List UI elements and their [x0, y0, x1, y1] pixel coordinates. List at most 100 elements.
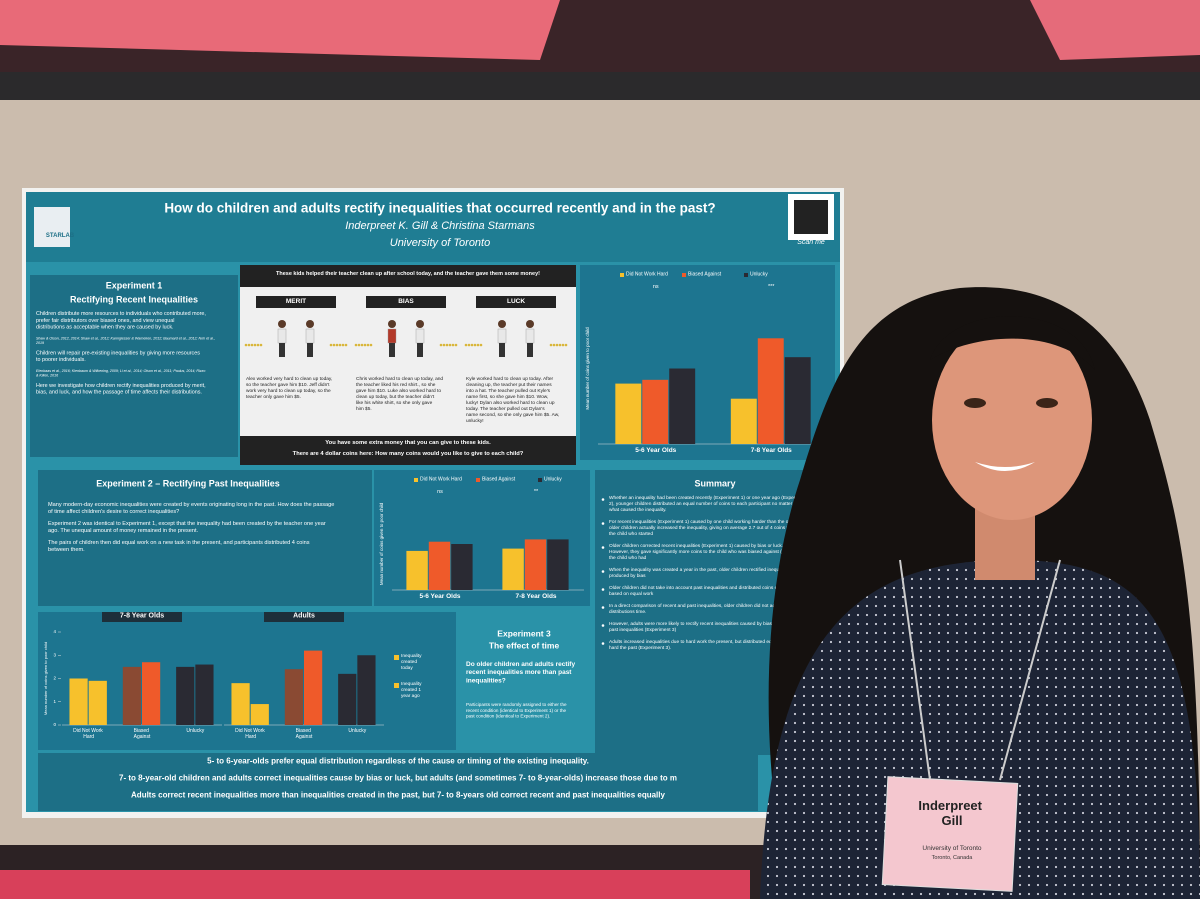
- summary-bullet: Whether an inequality had been created r…: [609, 495, 808, 513]
- heading: Experiment 1: [106, 280, 163, 290]
- summary-bullet: Older children corrected recent inequali…: [609, 543, 802, 561]
- qr-pattern: [794, 200, 828, 234]
- condition-story: Kyle worked hard to clean up today. Afte…: [466, 376, 561, 424]
- summary-bullet: In a direct comparison of recent and pas…: [609, 603, 795, 615]
- panel-title: 7-8 Year Olds: [120, 613, 164, 620]
- panel-title-bg: [264, 612, 344, 622]
- kid-legs: [279, 343, 285, 357]
- legend-label: Biased Against: [688, 272, 722, 278]
- summary-bullet: For recent inequalities (Experiment 1) c…: [609, 519, 799, 537]
- paragraph: The pairs of children then did equal wor…: [48, 540, 311, 553]
- conclusion: 5- to 6-year-olds prefer equal distribut…: [207, 757, 589, 766]
- panel-exp1: [30, 275, 238, 457]
- condition-story: Alex worked very hard to clean up today,…: [246, 376, 334, 400]
- legend-label: Biased Against: [482, 477, 516, 483]
- kid-legs: [417, 343, 423, 357]
- coin: [558, 343, 562, 347]
- legend-label: Inequality created 1 year ago: [401, 681, 423, 699]
- bar: [730, 398, 757, 444]
- coin: [476, 343, 480, 347]
- badge-name: Inderpreet Gill: [918, 798, 985, 828]
- face: [932, 320, 1092, 520]
- bar: [524, 539, 547, 590]
- heading: Experiment 2 – Rectifying Past Inequalit…: [96, 478, 280, 488]
- y-tick-label: 4: [53, 629, 56, 634]
- condition-label-bg: [256, 296, 336, 308]
- coin: [448, 343, 452, 347]
- legend-label: Did Not Work Hard: [420, 477, 462, 483]
- y-tick-label: 3: [53, 652, 56, 657]
- kid-head: [306, 320, 314, 328]
- y-tick-label: 0: [53, 722, 56, 727]
- coin: [329, 343, 333, 347]
- heading: Experiment 3: [497, 628, 551, 638]
- significance: ns: [653, 284, 659, 290]
- y-axis-label: Mean number of coins given to poor child: [43, 642, 48, 715]
- bar: [357, 655, 376, 725]
- kid-legs: [307, 343, 313, 357]
- paragraph: Children distribute more resources to in…: [36, 311, 207, 331]
- legend-swatch: [476, 478, 480, 482]
- coin: [451, 343, 455, 347]
- bullet: [601, 588, 605, 591]
- coin: [354, 343, 358, 347]
- poster-header: [26, 192, 840, 262]
- coin: [250, 343, 254, 347]
- coin: [479, 343, 483, 347]
- bar: [304, 650, 323, 725]
- panel-scenario: [240, 265, 576, 465]
- condition-label: BIAS: [398, 298, 414, 305]
- coin: [244, 343, 248, 347]
- hairline: [930, 316, 1095, 370]
- coin: [366, 343, 370, 347]
- coin: [549, 343, 553, 347]
- condition-label-bg: [366, 296, 446, 308]
- table-cloth: [0, 870, 750, 899]
- conclusion: Adults correct recent inequalities more …: [131, 791, 665, 800]
- legend-swatch: [744, 273, 748, 277]
- eye: [1036, 398, 1058, 408]
- legend-swatch: [682, 273, 686, 277]
- paragraph: Many modern-day economic inequalities we…: [48, 502, 336, 515]
- scenario-footer: [240, 436, 576, 465]
- scenario-header: [240, 265, 576, 287]
- bullet: [601, 522, 605, 525]
- coin: [335, 343, 339, 347]
- logo: [34, 207, 70, 247]
- panel-exp3: [458, 612, 590, 750]
- bar: [406, 550, 428, 590]
- kid-body: [305, 328, 315, 344]
- panel-exp2: [38, 470, 372, 606]
- badge-location: Toronto, Canada: [932, 855, 974, 861]
- bullet: [601, 642, 605, 645]
- ceiling-panel: [0, 0, 560, 60]
- coin: [332, 343, 336, 347]
- conclusion: 7- to 8-year-old children and adults cor…: [119, 774, 677, 783]
- panel-chart3: [38, 612, 456, 750]
- summary-bullet: Adults increased inequalities due to har…: [609, 639, 797, 651]
- kid-body: [525, 328, 535, 344]
- coin: [445, 343, 449, 347]
- x-tick-label: 7-8 Year Olds: [515, 593, 556, 600]
- bar: [142, 662, 161, 725]
- legend-swatch: [620, 273, 624, 277]
- bullet: [601, 546, 605, 549]
- bar: [502, 548, 524, 590]
- bar: [757, 338, 784, 444]
- x-tick-label: Biased Against: [296, 728, 313, 740]
- kid-body: [497, 328, 507, 344]
- kid-body: [277, 328, 287, 344]
- legend-label: Unlucky: [544, 477, 562, 483]
- coin: [552, 343, 556, 347]
- bullet: [601, 606, 605, 609]
- coin: [442, 343, 446, 347]
- coin: [360, 343, 364, 347]
- x-tick-label: 5-6 Year Olds: [419, 593, 460, 600]
- legend-swatch: [538, 478, 542, 482]
- panel-title-bg: [102, 612, 182, 622]
- smile: [975, 462, 1035, 471]
- kid-body: [387, 328, 397, 344]
- x-tick-label: Did Not Work Hard: [73, 728, 104, 740]
- lanyard: [899, 559, 1061, 781]
